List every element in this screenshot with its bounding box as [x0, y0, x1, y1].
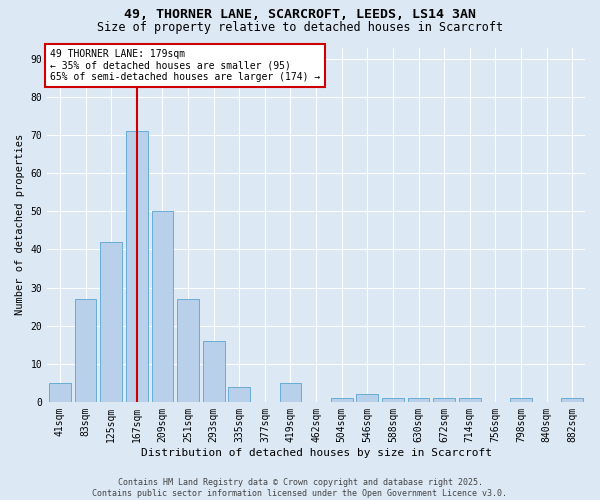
Bar	[152, 212, 173, 402]
Bar	[459, 398, 481, 402]
Text: Contains HM Land Registry data © Crown copyright and database right 2025.
Contai: Contains HM Land Registry data © Crown c…	[92, 478, 508, 498]
Bar	[177, 299, 199, 402]
Bar	[433, 398, 455, 402]
Bar	[356, 394, 378, 402]
Bar	[407, 398, 430, 402]
Bar	[562, 398, 583, 402]
Bar	[382, 398, 404, 402]
Y-axis label: Number of detached properties: Number of detached properties	[15, 134, 25, 316]
Bar	[229, 386, 250, 402]
Bar	[49, 383, 71, 402]
X-axis label: Distribution of detached houses by size in Scarcroft: Distribution of detached houses by size …	[140, 448, 491, 458]
Text: 49, THORNER LANE, SCARCROFT, LEEDS, LS14 3AN: 49, THORNER LANE, SCARCROFT, LEEDS, LS14…	[124, 8, 476, 20]
Bar	[331, 398, 353, 402]
Bar	[203, 341, 224, 402]
Bar	[280, 383, 301, 402]
Bar	[126, 132, 148, 402]
Bar	[510, 398, 532, 402]
Bar	[100, 242, 122, 402]
Text: 49 THORNER LANE: 179sqm
← 35% of detached houses are smaller (95)
65% of semi-de: 49 THORNER LANE: 179sqm ← 35% of detache…	[50, 50, 320, 82]
Bar	[74, 299, 97, 402]
Text: Size of property relative to detached houses in Scarcroft: Size of property relative to detached ho…	[97, 21, 503, 34]
